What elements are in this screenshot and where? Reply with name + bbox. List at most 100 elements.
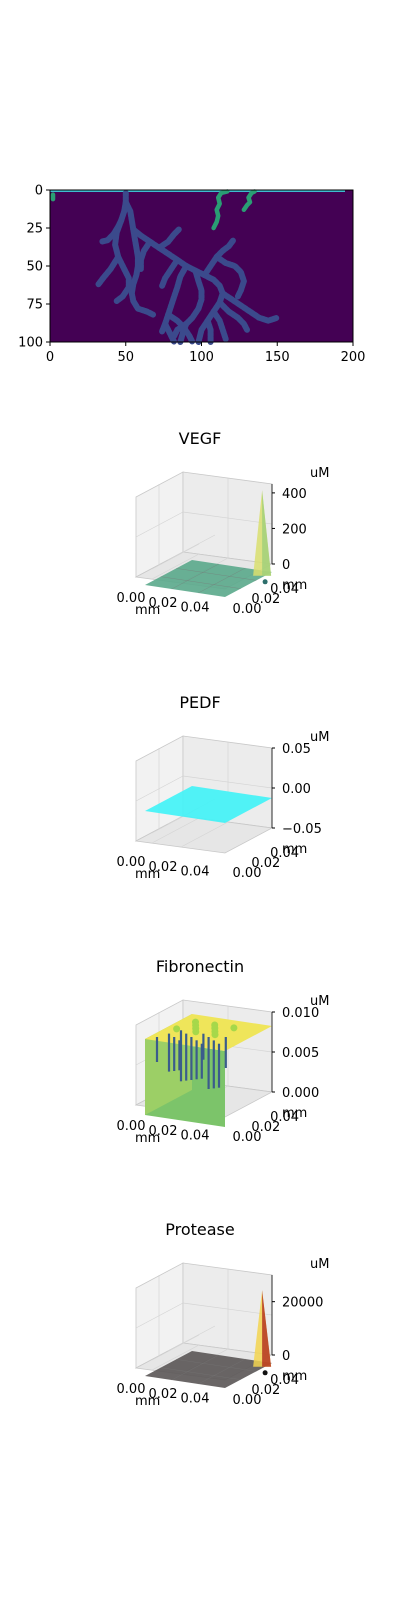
surface-bump [211, 1031, 219, 1039]
heatmap-top-edge [50, 190, 345, 192]
z-axis-label: uM [310, 466, 329, 481]
surface-spot [262, 1370, 268, 1376]
x-tick-label: 150 [265, 350, 290, 365]
x-tick-label: 0.00 [117, 1382, 146, 1397]
x-axis-label: mm [135, 603, 160, 618]
vessel-branch [213, 253, 247, 300]
z-axis-label: uM [310, 994, 329, 1009]
x-tick-label: 0.02 [149, 860, 178, 875]
protease-surface-panel: Protease 0.00 0.02 0.04 0.000.020.04 20000… [117, 1220, 330, 1409]
y-axis-label: mm [282, 1369, 307, 1384]
y-tick-label: 0.04 [270, 846, 299, 861]
y-tick-label: 0.00 [233, 1130, 262, 1145]
vessel-branch [137, 238, 153, 272]
panel-title: Fibronectin [156, 957, 244, 976]
z-tick-label: −0.05 [282, 822, 322, 837]
vessel-branch [171, 320, 190, 339]
surface-bump [173, 1025, 181, 1033]
z-tick-label: 20000 [282, 1296, 323, 1311]
z-tick-label: 0.000 [282, 1086, 319, 1101]
x-tick-label: 0.00 [117, 591, 146, 606]
surface-gridline [176, 1359, 257, 1372]
panel-title: PEDF [179, 693, 220, 712]
z-tick-label: 200 [282, 522, 307, 537]
x-axis-label: mm [135, 867, 160, 882]
x-tick-label: 0.02 [149, 1124, 178, 1139]
y-tick-label: 0.00 [233, 866, 262, 881]
z-axis-label: uM [310, 730, 329, 745]
surface-spot [262, 579, 268, 585]
vessel-branch [210, 308, 229, 342]
y-tick-label: 0.00 [233, 1393, 262, 1408]
surface-gridline [171, 1354, 219, 1381]
z-tick-label: 0.05 [282, 742, 311, 757]
surface [145, 1014, 272, 1051]
x-tick-label: 0.02 [149, 596, 178, 611]
y-tick-label: 0.04 [270, 1110, 299, 1125]
pedf-surface-panel: PEDF 0.00 0.02 0.04 0.000.020.04 0.050.00−… [117, 693, 330, 882]
y-tick-label: 0.02 [251, 1120, 280, 1135]
x-tick-label: 0.00 [117, 855, 146, 870]
x-tick-label: 0.02 [149, 1387, 178, 1402]
surface-peak-shade [262, 490, 272, 576]
z-tick-label: 0.00 [282, 782, 311, 797]
z-tick-label: 0 [282, 558, 290, 573]
x-tick-label: 50 [117, 350, 134, 365]
x-tick-label: 200 [341, 350, 366, 365]
vessel-tip [241, 189, 257, 213]
z-tick-label: 0.005 [282, 1046, 319, 1061]
panel-title: VEGF [179, 429, 222, 448]
surface-gridline [160, 1367, 241, 1380]
z-tick-label: 0 [282, 1349, 290, 1364]
surface-gridline [171, 563, 219, 590]
y-tick-label: 75 [26, 298, 43, 313]
surface [145, 1351, 272, 1388]
vessel-tip [211, 189, 230, 231]
surface [145, 786, 272, 823]
vessel-branch [201, 237, 237, 279]
x-tick-label: 0.04 [181, 1392, 210, 1407]
x-tick-label: 0 [46, 350, 54, 365]
y-axis-label: mm [282, 578, 307, 593]
x-tick-label: 0.04 [181, 1129, 210, 1144]
y-axis-label: mm [282, 1106, 307, 1121]
y-tick-label: 0 [35, 184, 43, 199]
heatmap-background [50, 190, 353, 342]
surface-bump [192, 1028, 200, 1036]
x-tick-label: 0.00 [117, 1119, 146, 1134]
z-tick-label: 0.010 [282, 1006, 319, 1021]
x-axis-label: mm [135, 1131, 160, 1146]
vessel-branch [162, 320, 178, 345]
surface-gridline [160, 576, 241, 589]
surface-gridline [176, 568, 257, 581]
surface [145, 560, 272, 597]
y-tick-label: 50 [26, 260, 43, 275]
surface-gridline [198, 567, 246, 594]
vessel-branch [219, 290, 281, 324]
y-tick-label: 0.02 [251, 1383, 280, 1398]
fibronectin-surface-panel: Fibronectin 0.00 0.02 0.04 0.000.020.04 0.… [117, 957, 330, 1146]
vessel-branch [156, 226, 182, 251]
vessel-heatmap: 0 50 100 150 200 0 25 50 75 100 [18, 184, 366, 366]
surface-bump [230, 1024, 238, 1032]
x-axis-label: mm [135, 1394, 160, 1409]
x-tick-label: 100 [189, 350, 214, 365]
y-tick-label: 0.02 [251, 592, 280, 607]
vessel-branch [216, 299, 250, 333]
panel-title: Protease [165, 1220, 234, 1239]
vessel-branch [95, 253, 122, 288]
y-tick-label: 0.04 [270, 1373, 299, 1388]
vessel-branch [159, 256, 181, 289]
x-tick-label: 0.04 [181, 601, 210, 616]
y-tick-label: 25 [26, 222, 43, 237]
x-tick-label: 0.04 [181, 865, 210, 880]
surface-gridline [198, 1358, 246, 1385]
vessel-branch [204, 317, 214, 345]
y-tick-label: 0.04 [270, 582, 299, 597]
vessel-branch [112, 217, 132, 304]
z-axis-label: uM [310, 1257, 329, 1272]
y-tick-label: 0.02 [251, 856, 280, 871]
y-axis-label: mm [282, 842, 307, 857]
y-tick-label: 0.00 [233, 602, 262, 617]
